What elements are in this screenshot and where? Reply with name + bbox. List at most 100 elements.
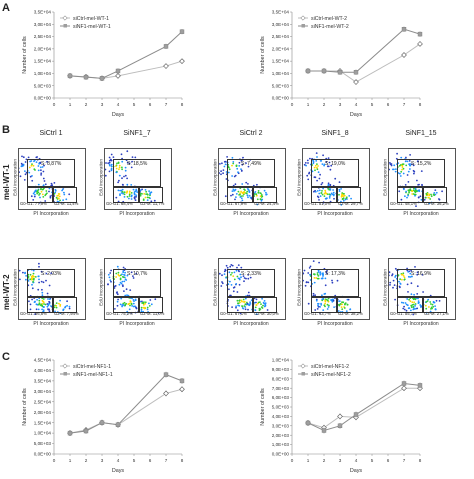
flow-event-dot [54,191,57,194]
chart-c-right: 0,0E+00 1,0E+03 2,0E+03 3,0E+03 4,0E+03 5,0E+… [258,356,428,474]
flow-event-dot [39,192,41,195]
flow-event-dot [325,161,328,163]
flow-event-dot [157,311,160,314]
flow-event-dot [239,192,241,195]
flow-event-dot [64,306,66,309]
flow-event-dot [397,269,399,271]
flow-event-dot [399,278,401,280]
flow-event-dot [412,297,414,299]
flow-event-dot [317,187,320,189]
flow-scatter [19,155,71,204]
flow-event-dot [35,156,38,159]
flow-event-dot [418,301,420,304]
flow-event-dot [418,190,421,193]
flow-event-dot [415,189,417,192]
flow-event-dot [235,165,238,168]
flow-event-dot [414,194,416,197]
flow-event-dot [238,194,240,196]
x-axis-label: Days [350,112,363,118]
flow-event-dot [412,308,415,311]
flow-event-dot [38,303,40,306]
flow-event-dot [430,308,432,310]
flow-event-dot [433,194,435,197]
flow-event-dot [234,174,237,177]
flow-event-dot [42,309,45,311]
flow-event-dot [233,271,236,274]
flow-event-dot [304,284,307,287]
flow-event-dot [324,197,327,200]
flow-event-dot [66,304,68,307]
flow-event-dot [38,194,40,196]
flow-event-dot [253,195,256,197]
flow-event-dot [428,202,431,205]
flow-event-dot [134,199,137,201]
flow-event-dot [348,195,351,197]
flow-event-dot [420,198,423,201]
flow-event-dot [117,271,120,274]
flow-event-dot [401,295,404,298]
flow-event-dot [242,191,244,194]
flow-event-dot [340,195,343,198]
flow-event-dot [407,271,410,273]
flow-plot: S: 19,0% G0-G1: 51,0% G2-M: 29,7% [302,148,370,210]
flow-event-dot [338,193,340,196]
flow-event-dot [124,166,127,169]
flow-event-dot [316,277,319,280]
flow-event-dot [322,297,325,300]
flow-event-dot [48,284,51,287]
flow-event-dot [41,302,44,305]
flow-event-dot [126,161,129,164]
flow-event-dot [396,287,398,290]
flow-event-dot [110,169,113,172]
flow-event-dot [416,273,419,276]
flow-event-dot [316,166,318,169]
flow-event-dot [235,305,237,308]
flow-event-dot [397,172,400,174]
flow-event-dot [153,199,156,202]
flow-event-dot [31,277,33,279]
flow-event-dot [412,164,415,167]
flow-event-dot [325,272,328,274]
flow-event-dot [260,196,263,198]
flow-event-dot [421,185,423,187]
flow-event-dot [394,170,397,173]
flow-event-dot [322,275,324,277]
flow-event-dot [36,190,39,193]
flow-event-dot [58,197,60,200]
flow-event-dot [60,201,63,204]
flow-event-dot [254,306,257,309]
data-point [99,420,105,425]
flow-event-dot [243,191,246,194]
flow-event-dot [120,282,123,285]
flow-event-dot [406,298,409,300]
flow-event-dot [410,282,413,285]
flow-event-dot [231,272,233,274]
y-tick-label: 0,0E+00 [272,96,290,101]
flow-event-dot [324,189,327,192]
flow-event-dot [416,160,419,163]
flow-event-dot [126,195,129,198]
flow-s-phase-label: S: 15,2% [411,161,432,167]
flow-event-dot [120,297,123,300]
flow-event-dot [133,197,136,200]
flow-gate-g0g1 [227,297,253,313]
flow-event-dot [250,196,253,199]
flow-event-dot [235,196,237,198]
flow-event-dot [434,308,437,310]
flow-event-dot [52,191,54,194]
flow-event-dot [115,170,118,173]
flow-event-dot [259,192,261,194]
y-tick-label: 3,0E+03 [272,423,290,428]
flow-event-dot [130,186,132,188]
flow-event-dot [400,273,403,276]
flow-event-dot [240,169,243,172]
flow-event-dot [43,303,45,305]
flow-event-dot [392,168,394,171]
flow-event-dot [407,181,410,183]
flow-event-dot [115,292,118,294]
flow-event-dot [135,307,138,310]
flow-event-dot [110,168,113,171]
flow-event-dot [122,186,124,188]
flow-event-dot [340,306,343,308]
flow-event-dot [418,183,420,186]
